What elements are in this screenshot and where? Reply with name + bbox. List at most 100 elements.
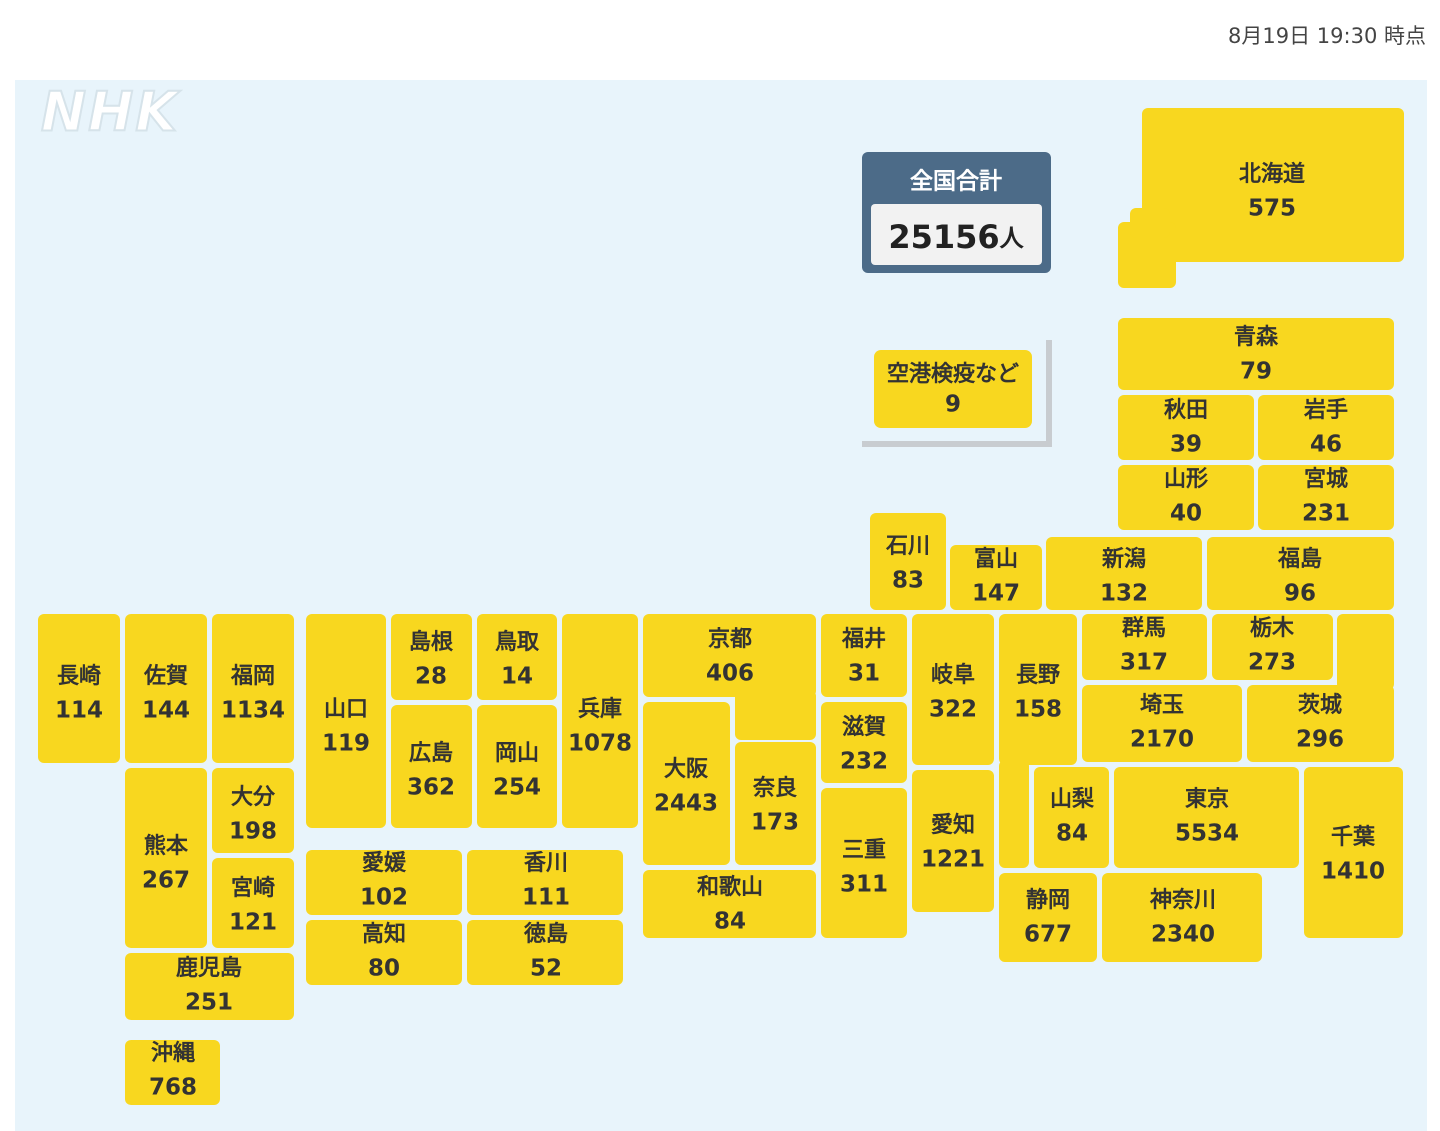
prefecture-tile bbox=[912, 770, 994, 912]
prefecture-name: 高知 bbox=[362, 921, 406, 947]
prefecture-value: 114 bbox=[55, 698, 103, 724]
prefecture-value: 52 bbox=[530, 956, 562, 982]
prefecture-name: 沖縄 bbox=[151, 1040, 195, 1066]
prefecture-value: 1410 bbox=[1321, 859, 1385, 885]
prefecture-tile bbox=[1118, 318, 1394, 390]
prefecture-tile bbox=[125, 953, 294, 1020]
prefecture-tile bbox=[1337, 614, 1394, 690]
prefecture-value: 46 bbox=[1310, 432, 1342, 458]
prefecture-value: 406 bbox=[706, 661, 754, 687]
prefecture-tile bbox=[1212, 614, 1333, 680]
prefecture-value: 575 bbox=[1248, 196, 1296, 222]
prefecture-tile bbox=[477, 614, 557, 700]
prefecture-tile bbox=[1118, 222, 1176, 288]
prefecture-tile bbox=[1082, 685, 1242, 762]
prefecture-value: 79 bbox=[1240, 359, 1272, 385]
prefecture-tile bbox=[467, 850, 623, 915]
prefecture-tile bbox=[212, 768, 294, 853]
prefecture-tile bbox=[306, 614, 386, 828]
prefecture: 新潟 132 bbox=[1046, 537, 1202, 610]
prefecture-value: 39 bbox=[1170, 432, 1202, 458]
prefecture-name: 秋田 bbox=[1164, 398, 1208, 423]
prefecture: 高知 80 bbox=[306, 920, 462, 985]
prefecture-value: 84 bbox=[1056, 821, 1088, 847]
prefecture: 佐賀 144 bbox=[125, 614, 207, 763]
prefecture: 宮城 231 bbox=[1258, 465, 1394, 530]
total-number: 25156 bbox=[888, 218, 999, 256]
prefecture-tile bbox=[912, 614, 994, 765]
prefecture-name: 三重 bbox=[842, 838, 886, 863]
prefecture-value: 80 bbox=[368, 956, 400, 982]
prefecture-tile bbox=[391, 705, 472, 828]
prefecture-value: 2170 bbox=[1130, 727, 1194, 753]
prefecture-name: 長野 bbox=[1016, 663, 1060, 688]
prefecture-tile bbox=[643, 614, 816, 697]
prefecture-name: 愛知 bbox=[931, 812, 975, 838]
prefecture-value: 102 bbox=[360, 885, 408, 911]
prefecture: 宮崎 121 bbox=[212, 858, 294, 948]
prefecture-name: 茨城 bbox=[1298, 692, 1342, 718]
total-label: 全国合計 bbox=[910, 169, 1002, 195]
prefecture-value: 28 bbox=[415, 664, 447, 690]
prefecture: 岡山 254 bbox=[477, 705, 557, 828]
prefecture-value: 111 bbox=[522, 885, 570, 911]
prefecture-name: 東京 bbox=[1185, 787, 1229, 812]
prefecture: 愛知 1221 bbox=[912, 770, 994, 912]
prefecture-tile bbox=[1258, 465, 1394, 530]
prefecture-tile bbox=[125, 1040, 220, 1105]
prefecture-name: 栃木 bbox=[1250, 616, 1295, 641]
prefecture-value: 14 bbox=[501, 664, 533, 690]
prefecture-name: 埼玉 bbox=[1140, 693, 1184, 718]
prefecture-value: 132 bbox=[1100, 581, 1148, 607]
prefecture: 沖縄 768 bbox=[125, 1040, 220, 1105]
prefecture-name: 岐阜 bbox=[931, 662, 975, 688]
airport-box bbox=[874, 350, 1032, 428]
prefecture-name: 富山 bbox=[974, 547, 1018, 572]
prefecture-tile bbox=[467, 920, 623, 985]
prefecture-value: 273 bbox=[1248, 650, 1296, 676]
prefecture-name: 大阪 bbox=[664, 757, 709, 782]
prefecture-name: 千葉 bbox=[1331, 825, 1376, 850]
prefecture-name: 岡山 bbox=[495, 741, 539, 766]
prefecture-value: 2340 bbox=[1151, 922, 1215, 948]
prefecture-tile bbox=[1102, 873, 1262, 962]
prefecture-tile bbox=[1258, 395, 1394, 460]
prefecture-tile bbox=[1118, 465, 1254, 530]
prefecture-value: 2443 bbox=[654, 791, 718, 817]
prefecture: 大阪 2443 bbox=[643, 702, 730, 865]
prefecture-name: 山形 bbox=[1164, 467, 1208, 492]
prefecture-tile bbox=[1142, 108, 1404, 262]
prefecture: 山口 119 bbox=[306, 614, 386, 828]
total-value: 25156人 bbox=[888, 218, 1024, 256]
prefecture: 福井 31 bbox=[821, 614, 907, 697]
prefecture: 広島 362 bbox=[391, 705, 472, 828]
prefecture-value: 768 bbox=[149, 1075, 197, 1101]
prefecture-value: 121 bbox=[229, 910, 277, 936]
prefecture-tile bbox=[950, 545, 1042, 610]
prefecture-value: 296 bbox=[1296, 727, 1344, 753]
prefecture: 香川 111 bbox=[467, 850, 623, 915]
prefecture-value: 119 bbox=[322, 731, 370, 757]
prefecture-name: 広島 bbox=[409, 740, 453, 766]
prefecture-name: 香川 bbox=[524, 851, 568, 876]
prefecture-name: 福井 bbox=[841, 627, 886, 652]
airport-shadow bbox=[862, 340, 1052, 447]
prefecture-name: 山口 bbox=[324, 697, 368, 722]
prefecture-name: 兵庫 bbox=[578, 697, 622, 722]
prefecture-tile bbox=[1046, 537, 1202, 610]
prefecture-name: 鳥取 bbox=[495, 629, 540, 655]
prefecture-tile bbox=[1114, 767, 1299, 868]
prefecture-value: 84 bbox=[714, 909, 746, 935]
prefecture-name: 熊本 bbox=[144, 833, 189, 859]
prefecture-tile bbox=[38, 614, 120, 763]
prefecture-name: 愛媛 bbox=[362, 850, 407, 876]
total-unit: 人 bbox=[999, 224, 1025, 252]
prefecture: 富山 147 bbox=[950, 545, 1042, 610]
prefecture-tile bbox=[1247, 685, 1394, 762]
prefecture-value: 173 bbox=[751, 810, 799, 836]
prefecture-value: 232 bbox=[840, 749, 888, 775]
logo: NHK bbox=[41, 81, 181, 144]
prefecture: 東京 5534 bbox=[1114, 767, 1299, 868]
